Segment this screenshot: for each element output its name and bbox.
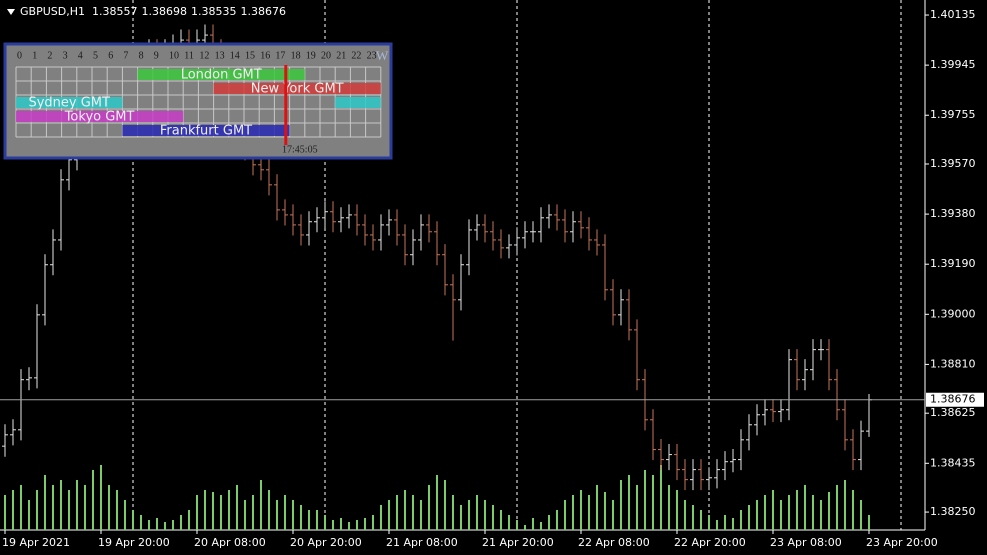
chart-header: GBPUSD,H1 1.38557 1.38698 1.38535 1.38676 bbox=[20, 5, 286, 18]
y-tick-label: 1.38435 bbox=[930, 456, 976, 469]
x-tick-label: 22 Apr 08:00 bbox=[578, 536, 650, 549]
header-low: 1.38535 bbox=[191, 5, 237, 18]
header-high: 1.38698 bbox=[141, 5, 187, 18]
x-tick-label: 22 Apr 20:00 bbox=[674, 536, 746, 549]
x-tick-label: 20 Apr 08:00 bbox=[194, 536, 266, 549]
session-bar bbox=[335, 97, 381, 108]
y-tick-label: 1.38625 bbox=[930, 406, 976, 419]
hour-label: 9 bbox=[154, 50, 159, 61]
hour-label: 20 bbox=[321, 50, 331, 61]
session-bar bbox=[137, 69, 305, 80]
hour-label: 12 bbox=[199, 50, 209, 61]
header-open: 1.38557 bbox=[92, 5, 138, 18]
session-label: Frankfurt GMT bbox=[160, 124, 252, 139]
symbol: GBPUSD,H1 bbox=[20, 5, 85, 18]
hour-label: 19 bbox=[306, 50, 316, 61]
hour-label: 11 bbox=[184, 50, 194, 61]
y-tick-label: 1.39755 bbox=[930, 108, 976, 121]
y-tick-label: 1.39380 bbox=[930, 207, 976, 220]
x-tick-label: 21 Apr 08:00 bbox=[386, 536, 458, 549]
x-tick-label: 20 Apr 20:00 bbox=[290, 536, 362, 549]
hour-label: 15 bbox=[245, 50, 255, 61]
session-label: Tokyo GMT bbox=[64, 110, 135, 125]
session-label: New York GMT bbox=[251, 82, 344, 97]
x-tick-label: 23 Apr 20:00 bbox=[866, 536, 938, 549]
hour-label: 5 bbox=[93, 50, 98, 61]
header-close: 1.38676 bbox=[240, 5, 286, 18]
y-tick-label: 1.38810 bbox=[930, 357, 976, 370]
x-tick-label: 21 Apr 20:00 bbox=[482, 536, 554, 549]
hour-label: 10 bbox=[169, 50, 179, 61]
x-tick-label: 19 Apr 20:00 bbox=[98, 536, 170, 549]
hour-label: 2 bbox=[47, 50, 52, 61]
current-price-box bbox=[926, 392, 984, 407]
y-tick-label: 1.39190 bbox=[930, 257, 976, 270]
hour-label: 18 bbox=[291, 50, 301, 61]
session-label: Sydney GMT bbox=[28, 96, 110, 111]
hour-label: 17 bbox=[275, 50, 285, 61]
menu-arrow[interactable] bbox=[7, 9, 15, 15]
session-bar bbox=[16, 111, 184, 122]
hour-label: 7 bbox=[123, 50, 128, 61]
y-tick-label: 1.39000 bbox=[930, 307, 976, 320]
hour-label: 16 bbox=[260, 50, 270, 61]
hour-label: 0 bbox=[17, 50, 22, 61]
session-panel: 0 1 2 3 4 5 6 7 8 9 10 11 12 13 14 15 16 17 18 19 20 21 22 23 WL… bbox=[3, 42, 393, 160]
session-bar bbox=[213, 83, 381, 94]
y-tick-label: 1.40135 bbox=[930, 8, 976, 21]
session-label: London GMT bbox=[181, 68, 262, 83]
x-tick-label: 23 Apr 08:00 bbox=[770, 536, 842, 549]
hour-label: 14 bbox=[230, 50, 240, 61]
hour-label: 23 bbox=[367, 50, 377, 61]
hour-label: 3 bbox=[63, 50, 68, 61]
y-tick-label: 1.38250 bbox=[930, 505, 976, 518]
hour-label: 4 bbox=[78, 50, 83, 61]
hour-label: 8 bbox=[139, 50, 144, 61]
hour-label: 13 bbox=[215, 50, 225, 61]
panel-marker: W bbox=[376, 48, 389, 63]
session-bar bbox=[122, 125, 290, 136]
current-price-label: 1.38676 bbox=[930, 393, 976, 406]
y-tick-label: 1.39945 bbox=[930, 58, 976, 71]
y-tick-label: 1.39570 bbox=[930, 157, 976, 170]
x-tick-label: 19 Apr 2021 bbox=[2, 536, 70, 549]
hour-label: 21 bbox=[336, 50, 346, 61]
hour-label: 22 bbox=[351, 50, 361, 61]
current-time-label: 17:45:05 bbox=[282, 144, 318, 155]
session-bar bbox=[16, 97, 123, 108]
hour-label: 6 bbox=[108, 50, 113, 61]
hour-label: 1 bbox=[32, 50, 37, 61]
